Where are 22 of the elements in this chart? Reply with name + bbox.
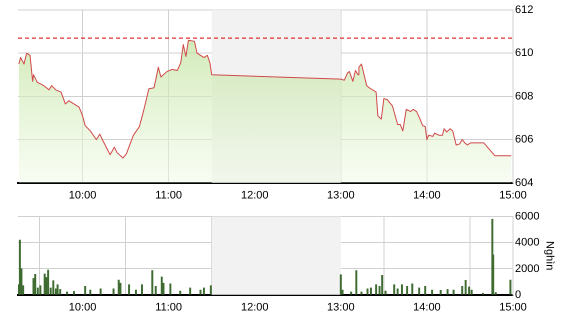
y-tick-label: 604 <box>515 176 534 189</box>
x-tick-label: 12:00 <box>240 189 269 202</box>
y-tick-label: 610 <box>515 47 534 60</box>
y-tick-label: 0 <box>515 288 522 301</box>
x-tick-label: 14:00 <box>413 189 441 202</box>
x-tick-label: 12:00 <box>240 301 269 314</box>
x-tick-label: 13:00 <box>327 189 355 202</box>
x-tick-label: 10:00 <box>68 189 96 202</box>
y-tick-label: 6000 <box>515 210 540 223</box>
x-tick-label: 14:00 <box>413 301 441 314</box>
y-tick-label: 606 <box>515 134 534 146</box>
y-tick-label: 612 <box>515 4 534 16</box>
y-tick-label: 4000 <box>515 236 540 249</box>
y-tick-label: 2000 <box>515 262 540 275</box>
x-tick-label: 15:00 <box>499 189 527 202</box>
x-tick-label: 10:00 <box>68 301 96 314</box>
x-tick-label: 15:00 <box>499 301 527 314</box>
x-tick-label: 11:00 <box>155 301 182 314</box>
x-tick-label: 11:00 <box>155 189 182 202</box>
x-tick-label: 13:00 <box>327 301 355 314</box>
y-axis-title: Nghìn <box>543 241 556 270</box>
y-tick-label: 608 <box>515 90 534 102</box>
